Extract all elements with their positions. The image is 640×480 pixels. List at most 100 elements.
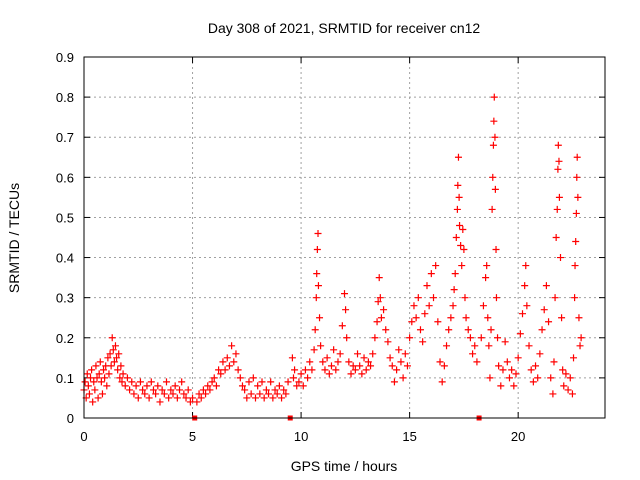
data-point — [225, 362, 233, 370]
data-point — [464, 326, 472, 334]
y-tick-label: 0.4 — [56, 251, 74, 266]
data-point — [97, 378, 105, 386]
data-point — [399, 374, 407, 382]
data-point — [484, 314, 492, 322]
data-point — [98, 390, 106, 398]
data-point — [107, 362, 115, 370]
data-point — [217, 370, 225, 378]
data-point — [449, 302, 457, 310]
data-point — [510, 382, 518, 390]
data-point — [304, 374, 312, 382]
data-point — [258, 378, 266, 386]
data-point — [301, 366, 309, 374]
data-point — [573, 173, 581, 181]
data-point — [195, 390, 203, 398]
data-point — [554, 165, 562, 173]
x-tick-label: 20 — [511, 429, 525, 444]
data-point — [90, 378, 98, 386]
data-point — [204, 382, 212, 390]
data-point — [202, 390, 210, 398]
y-tick-label: 0.2 — [56, 331, 74, 346]
data-point — [538, 326, 546, 334]
data-point — [310, 346, 318, 354]
data-point — [139, 386, 147, 394]
data-point — [313, 246, 321, 254]
data-point — [197, 394, 205, 402]
data-point — [438, 378, 446, 386]
data-point — [574, 193, 582, 201]
data-point — [454, 153, 462, 161]
data-point — [110, 358, 118, 366]
data-point — [313, 270, 321, 278]
data-point — [395, 346, 403, 354]
data-point — [488, 205, 496, 213]
data-point — [552, 234, 560, 241]
data-point — [160, 390, 168, 398]
data-point — [165, 394, 173, 402]
data-point — [180, 390, 188, 398]
data-point — [577, 334, 585, 342]
y-tick-label: 0.7 — [56, 130, 74, 145]
data-point — [450, 286, 458, 294]
data-point — [503, 358, 511, 366]
data-point — [338, 322, 346, 330]
data-point — [89, 398, 97, 406]
data-point — [143, 382, 151, 390]
y-tick-label: 0.9 — [56, 50, 74, 65]
data-point — [293, 382, 301, 390]
data-point — [553, 205, 561, 213]
data-point — [386, 354, 394, 362]
data-point — [92, 362, 100, 370]
data-point — [568, 390, 576, 398]
data-point — [256, 390, 264, 398]
data-point — [545, 318, 553, 326]
y-tick-label: 0.6 — [56, 170, 74, 185]
data-point — [576, 342, 584, 350]
data-point — [440, 362, 448, 370]
data-point — [96, 358, 104, 366]
data-point — [317, 342, 325, 350]
data-point — [100, 366, 108, 374]
data-point — [351, 366, 359, 374]
data-point — [273, 390, 281, 398]
data-point — [158, 386, 166, 394]
data-point — [162, 378, 170, 386]
data-point — [184, 386, 192, 394]
data-point — [508, 366, 516, 374]
data-point — [485, 342, 493, 350]
data-point — [419, 338, 427, 346]
data-point — [199, 386, 207, 394]
data-point — [325, 370, 333, 378]
data-point — [208, 378, 216, 386]
data-point — [206, 386, 214, 394]
data-point — [254, 382, 262, 390]
data-point — [570, 354, 578, 362]
data-point — [522, 262, 530, 270]
data-point — [145, 394, 153, 402]
data-point — [103, 382, 111, 390]
data-point — [336, 350, 344, 358]
data-point — [314, 229, 322, 237]
data-point — [354, 350, 362, 358]
data-point — [550, 358, 558, 366]
data-point — [265, 390, 273, 398]
data-point — [403, 362, 411, 370]
data-point — [280, 386, 288, 394]
data-point — [460, 246, 468, 254]
data-point — [236, 374, 244, 382]
data-point — [182, 394, 190, 402]
data-point — [297, 370, 305, 378]
data-point — [388, 362, 396, 370]
data-point — [575, 314, 583, 322]
data-point — [554, 141, 562, 149]
data-point — [306, 358, 314, 366]
data-point — [171, 382, 179, 390]
data-point — [228, 342, 236, 350]
data-point — [430, 294, 438, 302]
data-point — [573, 153, 581, 161]
data-point — [566, 374, 574, 382]
data-point — [560, 382, 568, 390]
data-point — [278, 394, 286, 402]
data-point — [267, 378, 275, 386]
data-point — [529, 378, 537, 386]
